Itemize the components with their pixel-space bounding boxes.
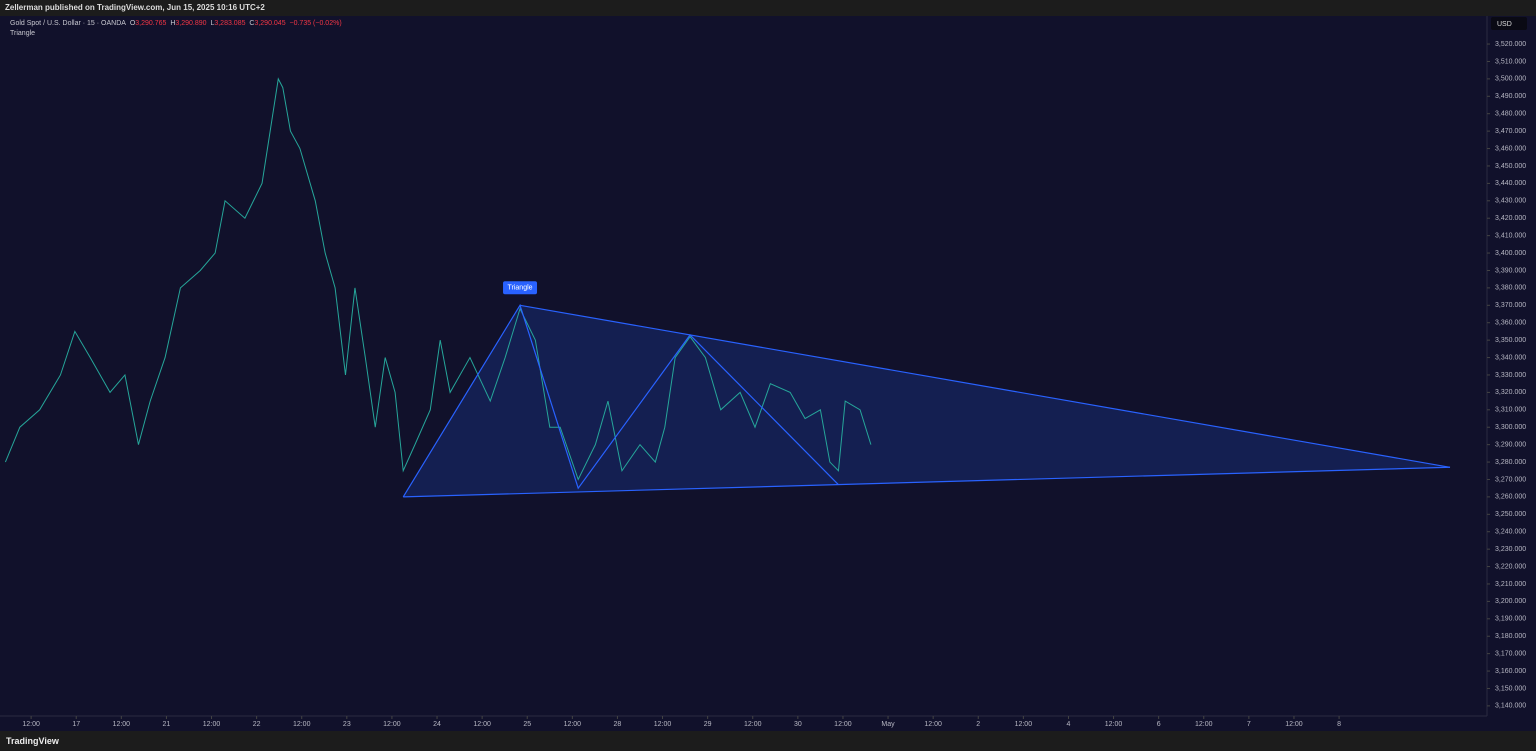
close: 3,290.045 (254, 20, 286, 27)
x-tick-label: 12:00 (924, 721, 942, 728)
triangle-upper (519, 304, 1451, 468)
y-tick-label: 3,200.000 (1495, 598, 1526, 605)
y-tick-label: 3,240.000 (1495, 529, 1526, 536)
currency: USD (1497, 21, 1512, 28)
x-tick-label: 30 (794, 721, 802, 728)
triangle-zigzag (402, 303, 839, 498)
y-tick-label: 3,280.000 (1495, 459, 1526, 466)
y-tick-label: 3,230.000 (1495, 546, 1526, 553)
y-tick-label: 3,500.000 (1495, 76, 1526, 83)
x-tick-label: 12:00 (1015, 721, 1033, 728)
indicator: Triangle (10, 30, 36, 37)
x-tick-label: 25 (523, 721, 531, 728)
x-tick-label: 12:00 (473, 721, 491, 728)
pattern-label: Triangle (508, 285, 533, 292)
triangle-lower (403, 466, 1451, 498)
pattern-label-box (503, 281, 538, 295)
y-tick-label: 3,470.000 (1495, 128, 1526, 135)
x-tick-label: 7 (1247, 721, 1251, 728)
x-tick-label: 23 (343, 721, 351, 728)
y-tick-label: 3,420.000 (1495, 215, 1526, 222)
symbol: Gold Spot / U.S. Dollar · 15 · OANDA (10, 20, 126, 27)
x-tick-label: 24 (433, 721, 441, 728)
legend: Gold Spot / U.S. Dollar · 15 · OANDA O3,… (10, 19, 342, 39)
publisher: Zellerman published on TradingView.com, … (5, 3, 265, 12)
x-tick-label: May (881, 721, 895, 728)
y-tick-label: 3,170.000 (1495, 650, 1526, 657)
y-tick-label: 3,190.000 (1495, 616, 1526, 623)
x-tick-label: 28 (614, 721, 622, 728)
high: 3,290.890 (175, 20, 207, 27)
price-axis (1487, 16, 1536, 716)
y-tick-label: 3,290.000 (1495, 441, 1526, 448)
x-tick-label: 12:00 (113, 721, 131, 728)
y-tick-label: 3,430.000 (1495, 198, 1526, 205)
y-tick-label: 3,410.000 (1495, 232, 1526, 239)
x-tick-label: 12:00 (22, 721, 40, 728)
x-tick-label: 6 (1157, 721, 1161, 728)
y-tick-label: 3,300.000 (1495, 424, 1526, 431)
y-tick-label: 3,330.000 (1495, 372, 1526, 379)
y-tick-label: 3,520.000 (1495, 41, 1526, 48)
currency-box (1491, 17, 1527, 30)
y-tick-label: 3,480.000 (1495, 111, 1526, 118)
y-tick-label: 3,490.000 (1495, 93, 1526, 100)
y-tick-label: 3,270.000 (1495, 476, 1526, 483)
y-tick-label: 3,320.000 (1495, 389, 1526, 396)
y-tick-label: 3,350.000 (1495, 337, 1526, 344)
chart: USD Triangle 3,140.000 3,150.000 3,160.000… (0, 16, 1536, 728)
y-tick-label: 3,460.000 (1495, 145, 1526, 152)
plot: Triangle (4, 77, 1451, 498)
y-tick-label: 3,440.000 (1495, 180, 1526, 187)
open: 3,290.765 (135, 20, 167, 27)
y-tick-label: 3,450.000 (1495, 163, 1526, 170)
footer: TradingView (0, 731, 1536, 751)
y-tick-label: 3,210.000 (1495, 581, 1526, 588)
y-tick-label: 3,380.000 (1495, 285, 1526, 292)
y-tick-label: 3,150.000 (1495, 685, 1526, 692)
y-tick-label: 3,390.000 (1495, 267, 1526, 274)
x-tick-label: 12:00 (383, 721, 401, 728)
x-tick-label: 12:00 (654, 721, 672, 728)
x-tick-label: 12:00 (1195, 721, 1213, 728)
y-tick-label: 3,370.000 (1495, 302, 1526, 309)
x-tick-label: 12:00 (1105, 721, 1123, 728)
x-tick-label: 17 (72, 721, 80, 728)
low: 3,283.085 (214, 20, 246, 27)
close-label: C (249, 20, 255, 27)
x-tick-label: 12:00 (744, 721, 762, 728)
y-tick-label: 3,250.000 (1495, 511, 1526, 518)
low-label: L (210, 20, 215, 27)
x-tick-label: 4 (1067, 721, 1071, 728)
open-label: O (129, 20, 136, 27)
x-tick-label: 12:00 (293, 721, 311, 728)
triangle-fill (403, 305, 1451, 497)
publisher-bar: Zellerman published on TradingView.com, … (0, 0, 1536, 16)
ohlc-row: Gold Spot / U.S. Dollar · 15 · OANDA O3,… (10, 19, 342, 29)
y-tick-label: 3,400.000 (1495, 250, 1526, 257)
y-tick-label: 3,180.000 (1495, 633, 1526, 640)
y-tick-label: 3,260.000 (1495, 494, 1526, 501)
high-label: H (170, 20, 176, 27)
y-tick-label: 3,360.000 (1495, 320, 1526, 327)
x-tick-label: 12:00 (1285, 721, 1303, 728)
x-tick-label: 12:00 (564, 721, 582, 728)
x-tick-label: 21 (163, 721, 171, 728)
x-tick-label: 8 (1337, 721, 1341, 728)
x-tick-label: 29 (704, 721, 712, 728)
y-tick-label: 3,510.000 (1495, 58, 1526, 65)
y-tick-label: 3,220.000 (1495, 563, 1526, 570)
y-tick-label: 3,140.000 (1495, 703, 1526, 710)
brand: TradingView (6, 736, 59, 746)
x-tick-label: 2 (976, 721, 980, 728)
y-tick-label: 3,160.000 (1495, 668, 1526, 675)
y-tick-label: 3,310.000 (1495, 407, 1526, 414)
x-tick-label: 12:00 (203, 721, 221, 728)
x-tick-label: 12:00 (834, 721, 852, 728)
y-tick-label: 3,340.000 (1495, 354, 1526, 361)
price-line (4, 77, 872, 481)
x-tick-label: 22 (253, 721, 261, 728)
change: −0.735 (−0.02%) (289, 20, 342, 27)
